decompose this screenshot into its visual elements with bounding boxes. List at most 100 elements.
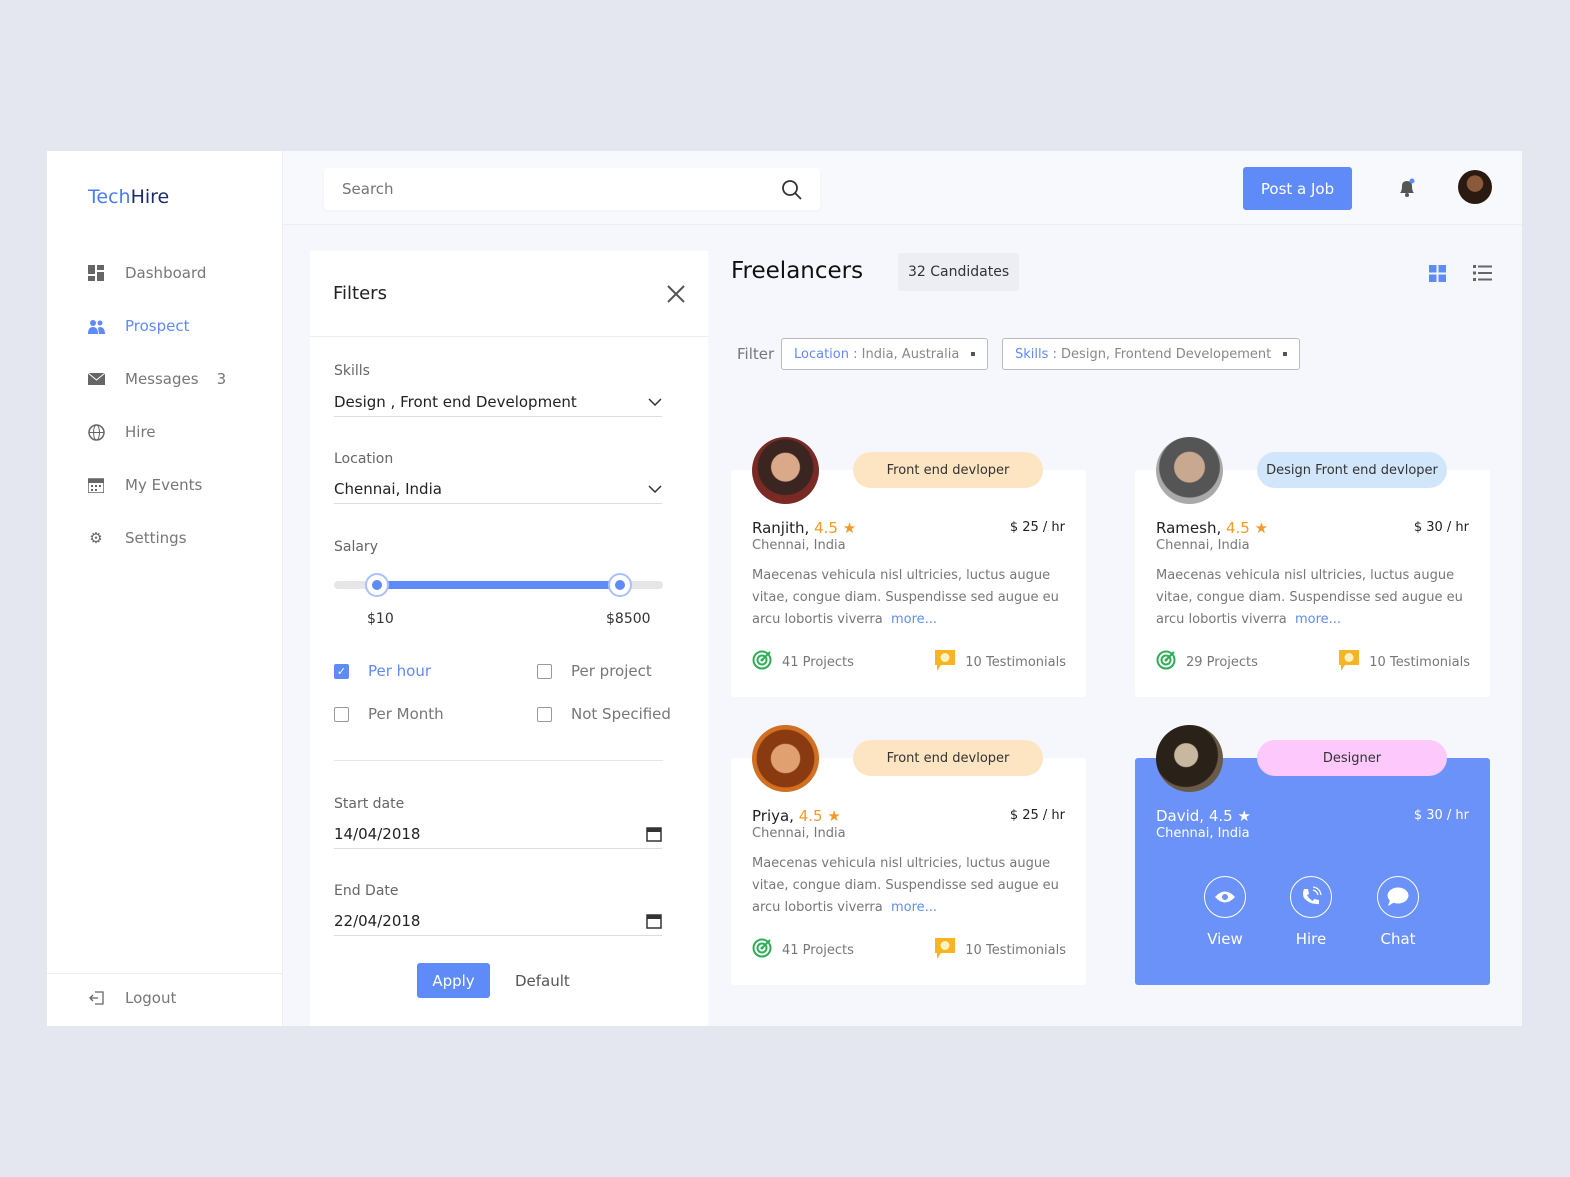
projects-count: 41 Projects	[782, 942, 854, 958]
description-text: Maecenas vehicula nisl ultricies, luctus…	[1156, 568, 1463, 627]
logout-label: Logout	[125, 989, 177, 1007]
filter-chip-skills[interactable]: Skills : Design, Frontend Developement	[1002, 338, 1301, 370]
hourly-rate: $ 25 / hr	[1009, 808, 1065, 823]
freelancer-location: Chennai, India	[1156, 538, 1250, 553]
user-avatar[interactable]	[1458, 170, 1492, 204]
testimonials-count: 10 Testimonials	[965, 655, 1066, 670]
filter-chip-location[interactable]: Location : India, Australia	[781, 338, 989, 370]
divider	[334, 760, 663, 761]
location-value: Chennai, India	[334, 479, 442, 498]
calendar-icon[interactable]	[646, 826, 662, 842]
checkbox-icon	[334, 706, 349, 722]
more-link[interactable]: more...	[890, 900, 938, 915]
logo[interactable]: TechHire	[88, 186, 169, 208]
testimonials-stat[interactable]: 10 Testimonials	[935, 650, 1066, 675]
people-icon	[87, 317, 105, 335]
freelancer-card[interactable]: Designer David, 4.5 ★ Chennai, India $ 3…	[1135, 725, 1490, 985]
grid-view-icon[interactable]	[1429, 265, 1446, 282]
bell-icon[interactable]	[1396, 177, 1418, 199]
description-text: Maecenas vehicula nisl ultricies, luctus…	[752, 856, 1059, 915]
logout-button[interactable]: Logout	[87, 989, 176, 1007]
chip-key: Skills	[1015, 346, 1049, 362]
skills-value: Design , Front end Development	[334, 392, 577, 411]
freelancer-avatar	[752, 437, 819, 504]
sidebar-item-my-events[interactable]: My Events	[87, 476, 202, 494]
freelancer-name-rating: Ramesh, 4.5 ★	[1156, 519, 1268, 537]
hourly-rate: $ 25 / hr	[1009, 520, 1065, 535]
target-icon	[1156, 650, 1186, 674]
checkbox-label: Per hour	[368, 662, 432, 680]
star-icon: ★	[1254, 519, 1269, 537]
skills-select[interactable]: Design , Front end Development	[334, 387, 662, 417]
search-icon[interactable]	[781, 179, 802, 200]
mail-icon	[87, 370, 105, 388]
start-date-value: 14/04/2018	[334, 824, 421, 843]
salary-max: $8500	[606, 611, 651, 627]
freelancer-card[interactable]: Front end devloper Ranjith, 4.5 ★ Chenna…	[731, 437, 1086, 697]
eye-icon	[1215, 891, 1235, 903]
sidebar-item-label: Prospect	[125, 317, 190, 335]
action-label: Hire	[1295, 930, 1327, 948]
testimonials-stat[interactable]: 10 Testimonials	[1339, 650, 1470, 675]
default-button[interactable]: Default	[515, 963, 570, 998]
checkbox-label: Per project	[571, 662, 652, 680]
sidebar-item-messages[interactable]: Messages 3	[87, 370, 226, 388]
checkbox-per-hour[interactable]: ✓ Per hour	[334, 662, 431, 680]
start-date-field[interactable]: 14/04/2018	[334, 819, 662, 849]
freelancer-name-rating: Priya, 4.5 ★	[752, 807, 841, 825]
location-label: Location	[334, 451, 394, 467]
search-input[interactable]	[342, 180, 781, 198]
remove-chip-icon[interactable]	[971, 352, 976, 356]
end-date-label: End Date	[334, 883, 399, 899]
sidebar-item-settings[interactable]: ⚙ Settings	[87, 529, 187, 547]
salary-label: Salary	[334, 539, 378, 555]
role-tag: Designer	[1257, 740, 1447, 776]
chat-button[interactable]: Chat	[1368, 876, 1428, 948]
slider-handle-max[interactable]	[608, 573, 633, 597]
freelancer-name: Ramesh,	[1156, 519, 1222, 537]
sidebar: TechHire Dashboard Prospect Messages 3 Hi…	[47, 151, 283, 1026]
testimonials-stat[interactable]: 10 Testimonials	[935, 938, 1066, 963]
end-date-field[interactable]: 22/04/2018	[334, 906, 662, 936]
hourly-rate: $ 30 / hr	[1413, 520, 1469, 535]
checkbox-per-month[interactable]: Per Month	[334, 705, 444, 723]
close-icon[interactable]	[667, 284, 685, 303]
slider-handle-min[interactable]	[364, 573, 389, 597]
more-link[interactable]: more...	[890, 612, 938, 627]
hire-button[interactable]: Hire	[1281, 876, 1341, 948]
start-date-label: Start date	[334, 796, 405, 812]
sidebar-item-dashboard[interactable]: Dashboard	[87, 264, 206, 282]
apply-button[interactable]: Apply	[417, 963, 490, 998]
logout-section: Logout	[47, 973, 283, 1026]
globe-icon	[87, 423, 105, 441]
post-job-button[interactable]: Post a Job	[1243, 167, 1352, 210]
checkbox-not-specified[interactable]: Not Specified	[537, 705, 671, 723]
sidebar-item-label: Dashboard	[125, 264, 207, 282]
view-button[interactable]: View	[1195, 876, 1255, 948]
role-tag: Front end devloper	[853, 740, 1043, 776]
list-view-icon[interactable]	[1473, 265, 1492, 281]
calendar-icon[interactable]	[646, 913, 662, 929]
salary-slider[interactable]	[334, 573, 663, 597]
testimonials-count: 10 Testimonials	[1369, 655, 1470, 670]
remove-chip-icon[interactable]	[1283, 352, 1288, 356]
location-select[interactable]: Chennai, India	[334, 474, 662, 504]
checkbox-label: Per Month	[368, 705, 444, 723]
salary-min: $10	[367, 611, 394, 627]
checkbox-per-project[interactable]: Per project	[537, 662, 652, 680]
star-icon: ★	[842, 519, 857, 537]
more-link[interactable]: more...	[1294, 612, 1342, 627]
freelancer-name-rating: David, 4.5 ★	[1156, 807, 1251, 825]
freelancer-name: Priya,	[752, 807, 794, 825]
freelancer-card[interactable]: Design Front end devloper Ramesh, 4.5 ★ …	[1135, 437, 1490, 697]
end-date-value: 22/04/2018	[334, 911, 421, 930]
freelancer-description: Maecenas vehicula nisl ultricies, luctus…	[752, 565, 1067, 631]
freelancer-card[interactable]: Front end devloper Priya, 4.5 ★ Chennai,…	[731, 725, 1086, 985]
chevron-down-icon	[648, 484, 662, 493]
sidebar-item-hire[interactable]: Hire	[87, 423, 156, 441]
sidebar-item-prospect[interactable]: Prospect	[87, 317, 190, 335]
testimonial-icon	[935, 938, 965, 963]
testimonial-icon	[1339, 650, 1369, 675]
testimonials-count: 10 Testimonials	[965, 943, 1066, 958]
sidebar-item-label: Settings	[125, 529, 187, 547]
